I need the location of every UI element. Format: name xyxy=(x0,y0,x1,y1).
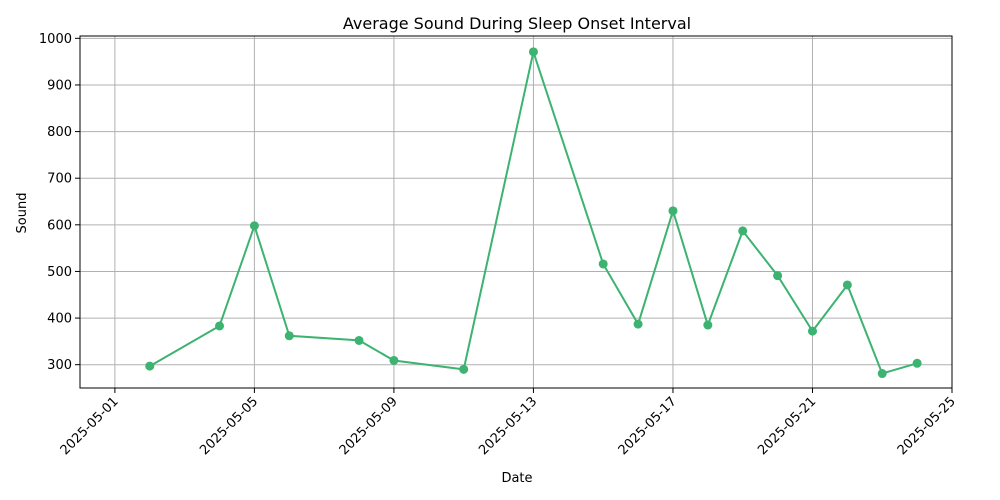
data-point xyxy=(633,319,643,329)
y-tick-label: 300 xyxy=(47,358,72,373)
data-point xyxy=(877,369,887,379)
y-tick-label: 900 xyxy=(47,78,72,93)
x-tick-label: 2025-05-25 xyxy=(895,394,959,458)
y-tick-label: 700 xyxy=(47,172,72,187)
y-tick-label: 500 xyxy=(47,265,72,280)
x-axis-ticks: 2025-05-01 2025-05-05 2025-05-09 2025-05-13… xyxy=(58,388,959,458)
y-tick-label: 1000 xyxy=(39,32,72,47)
series-line xyxy=(149,48,918,375)
y-tick-label: 600 xyxy=(47,218,72,233)
y-axis-label: Sound xyxy=(15,193,30,234)
data-point xyxy=(215,321,225,331)
data-point xyxy=(703,320,713,330)
data-point xyxy=(284,331,294,341)
x-tick-label: 2025-05-13 xyxy=(476,394,540,458)
plot-frame xyxy=(79,35,953,389)
y-axis-ticks: 300 400 500 600 700 800 900 1000 xyxy=(39,32,80,373)
grid xyxy=(80,36,953,388)
data-points xyxy=(145,47,922,379)
y-tick-label: 800 xyxy=(47,125,72,140)
data-point xyxy=(389,355,399,365)
data-point xyxy=(842,280,852,290)
data-point xyxy=(912,358,922,368)
data-point xyxy=(807,326,817,336)
data-point xyxy=(773,271,783,281)
data-point xyxy=(528,47,538,57)
x-axis-label: Date xyxy=(501,471,532,486)
data-point xyxy=(738,226,748,236)
x-tick-label: 2025-05-01 xyxy=(58,394,122,458)
data-point xyxy=(249,221,259,231)
data-point xyxy=(354,335,364,345)
data-point xyxy=(668,206,678,216)
x-tick-label: 2025-05-05 xyxy=(197,394,261,458)
data-point xyxy=(598,259,608,269)
data-point xyxy=(459,364,469,374)
data-point xyxy=(145,361,155,371)
y-tick-label: 400 xyxy=(47,312,72,327)
x-tick-label: 2025-05-17 xyxy=(616,394,680,458)
x-tick-label: 2025-05-21 xyxy=(755,394,819,458)
x-tick-label: 2025-05-09 xyxy=(337,394,401,458)
chart-title: Average Sound During Sleep Onset Interva… xyxy=(343,14,691,33)
